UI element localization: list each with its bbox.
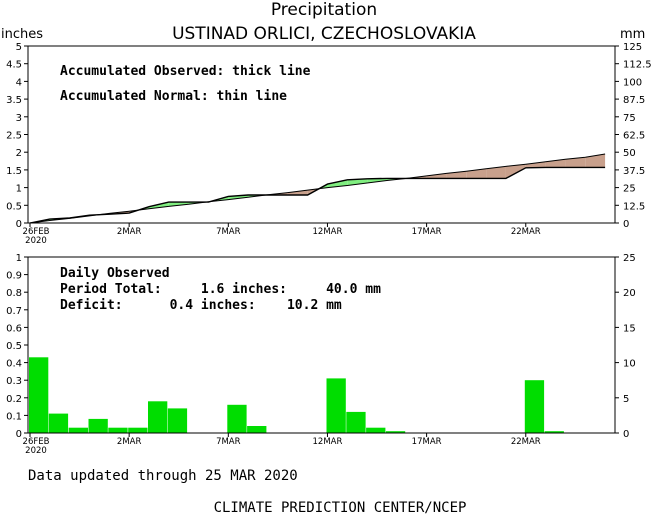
- daily-bar: [247, 426, 267, 433]
- accumulated-lines: [29, 153, 606, 224]
- deficit-fill: [287, 190, 308, 196]
- daily-bar: [108, 427, 128, 433]
- y-right-tick-label: 87.5: [623, 95, 645, 106]
- daily-bar: [366, 427, 386, 433]
- x-tick-label: 12MAR: [313, 437, 343, 447]
- x-tick-label: 7MAR: [216, 227, 241, 237]
- y-left-tick-label: 0.7: [6, 306, 22, 317]
- normal-line: [29, 153, 606, 224]
- y-right-tick-label: 5: [623, 394, 629, 405]
- deficit-fill: [565, 157, 586, 168]
- surplus-fill: [347, 178, 368, 186]
- daily-observed-label: Daily Observed: [60, 266, 170, 281]
- daily-bar: [48, 413, 69, 433]
- deficit-fill: [426, 173, 447, 179]
- daily-bar: [128, 427, 148, 433]
- y-right-tick-label: 37.5: [623, 166, 645, 177]
- y-right-tick-label: 10: [623, 359, 636, 370]
- y-left-tick-label: 0.8: [6, 288, 22, 299]
- y-right-tick-label: 112.5: [623, 60, 652, 71]
- y-left-tick-label: 5: [16, 42, 22, 53]
- y-left-tick-label: 0.4: [6, 359, 22, 370]
- y-right-tick-label: 75: [623, 113, 636, 124]
- y-left-tick-label: 0.1: [6, 411, 22, 422]
- daily-bar: [385, 431, 406, 433]
- y-right-tick-label: 125: [623, 42, 642, 53]
- top-panel-axes: 00.511.522.533.544.55012.52537.55062.575…: [6, 42, 652, 246]
- y-left-tick-label: 0.5: [6, 201, 22, 212]
- left-unit-label: inches: [1, 27, 43, 42]
- y-right-tick-label: 50: [623, 148, 636, 159]
- x-tick-label: 12MAR: [313, 227, 343, 237]
- y-left-tick-label: 1.5: [6, 166, 22, 177]
- daily-bar: [544, 431, 564, 433]
- y-right-tick-label: 100: [623, 77, 642, 88]
- deficit-fill: [505, 164, 526, 179]
- y-right-tick-label: 20: [623, 288, 636, 299]
- y-left-tick-label: 1: [16, 184, 22, 195]
- y-left-tick-label: 0: [16, 429, 22, 440]
- deficit-text: Deficit: 0.4 inches: 10.2 mm: [60, 298, 342, 313]
- y-left-tick-label: 3.5: [6, 95, 22, 106]
- deficit-fill: [486, 166, 506, 179]
- y-right-tick-label: 0: [623, 429, 629, 440]
- x-tick-label: 2MAR: [117, 227, 142, 237]
- y-right-tick-label: 62.5: [623, 131, 645, 142]
- y-left-tick-label: 1: [16, 253, 22, 264]
- deficit-fill: [466, 168, 487, 179]
- data-updated-text: Data updated through 25 MAR 2020: [28, 468, 298, 484]
- chart-title: Precipitation: [271, 0, 377, 20]
- y-right-tick-label: 15: [623, 323, 636, 334]
- y-left-tick-label: 0.5: [6, 341, 22, 352]
- surplus-fill: [168, 202, 189, 207]
- x-tick-label: 26FEB: [23, 437, 50, 447]
- chart-subtitle: USTINAD ORLICI, CZECHOSLOVAKIA: [172, 24, 476, 44]
- right-unit-label: mm: [620, 27, 645, 42]
- x-tick-label: 26FEB: [23, 227, 50, 237]
- y-left-tick-label: 0.9: [6, 271, 22, 282]
- x-tick-label: 7MAR: [216, 437, 241, 447]
- y-right-tick-label: 25: [623, 184, 636, 195]
- period-total-text: Period Total: 1.6 inches: 40.0 mm: [60, 282, 381, 297]
- daily-bar: [167, 408, 188, 433]
- daily-bar: [227, 404, 247, 433]
- y-left-tick-label: 0: [16, 219, 22, 230]
- x-tick-label: 22MAR: [511, 437, 541, 447]
- daily-bar: [346, 411, 366, 433]
- y-left-tick-label: 2: [16, 148, 22, 159]
- y-right-tick-label: 12.5: [623, 201, 645, 212]
- daily-bar: [88, 418, 108, 433]
- x-tick-label: 22MAR: [511, 227, 541, 237]
- observed-legend-note: Accumulated Observed: thick line: [60, 64, 311, 79]
- normal-legend-note: Accumulated Normal: thin line: [60, 89, 287, 104]
- deficit-fill: [585, 153, 606, 168]
- observed-line: [29, 166, 606, 224]
- y-left-tick-label: 0.3: [6, 376, 22, 387]
- daily-bar: [524, 380, 545, 433]
- y-left-tick-label: 4: [16, 77, 22, 88]
- surplus-fill: [367, 178, 387, 183]
- x-tick-label: 2MAR: [117, 437, 142, 447]
- y-left-tick-label: 0.2: [6, 394, 22, 405]
- y-right-tick-label: 0: [623, 219, 629, 230]
- y-right-tick-label: 25: [623, 253, 636, 264]
- footer-credit: CLIMATE PREDICTION CENTER/NCEP: [214, 500, 467, 516]
- y-left-tick-label: 4.5: [6, 60, 22, 71]
- daily-bars: [29, 357, 564, 433]
- x-tick-label: 2020: [25, 236, 47, 246]
- daily-bar: [29, 357, 49, 433]
- x-tick-label: 17MAR: [412, 227, 442, 237]
- y-left-tick-label: 3: [16, 113, 22, 124]
- y-left-tick-label: 2.5: [6, 131, 22, 142]
- x-tick-label: 17MAR: [412, 437, 442, 447]
- bottom-panel-axes: 00.10.20.30.40.50.60.70.80.9105101520252…: [6, 253, 636, 456]
- daily-bar: [326, 378, 346, 433]
- daily-bar: [68, 427, 88, 433]
- daily-bar: [148, 401, 168, 433]
- deficit-fill: [525, 161, 546, 168]
- y-left-tick-label: 0.6: [6, 323, 22, 334]
- x-tick-label: 2020: [25, 446, 47, 456]
